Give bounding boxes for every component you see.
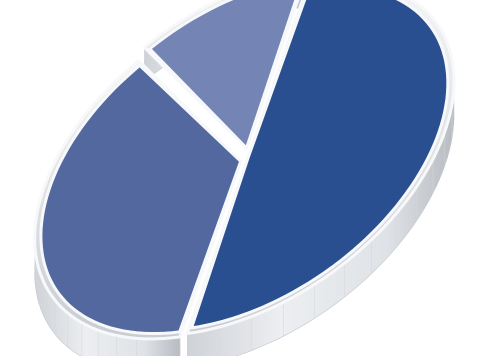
pie-slice-1 bbox=[190, 0, 450, 330]
pie-tops bbox=[33, 0, 456, 341]
pie-slice-2 bbox=[39, 63, 243, 335]
pie-slice-3 bbox=[148, 0, 298, 150]
